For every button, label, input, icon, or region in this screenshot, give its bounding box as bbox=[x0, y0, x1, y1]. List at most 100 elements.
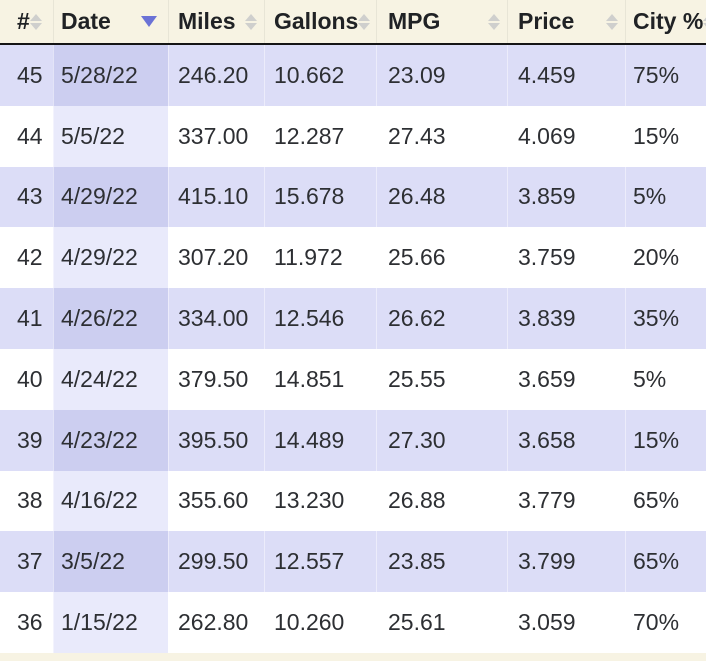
cell-city-percent: 5% bbox=[625, 349, 706, 410]
sort-up-down-icon bbox=[703, 13, 706, 30]
cell-city-percent: 65% bbox=[625, 531, 706, 592]
table-row[interactable]: 43 4/29/22 415.10 15.678 26.48 3.859 5% bbox=[0, 166, 706, 228]
cell-gallons: 15.678 bbox=[264, 167, 376, 228]
table-row[interactable]: 41 4/26/22 334.00 12.546 26.62 3.839 35% bbox=[0, 288, 706, 349]
cell-date: 4/24/22 bbox=[53, 348, 168, 410]
table-row[interactable]: 44 5/5/22 337.00 12.287 27.43 4.069 15% bbox=[0, 105, 706, 167]
cell-mpg: 25.61 bbox=[376, 592, 507, 653]
table-row[interactable]: 39 4/23/22 395.50 14.489 27.30 3.658 15% bbox=[0, 409, 706, 471]
cell-miles: 337.00 bbox=[168, 106, 264, 167]
cell-miles: 307.20 bbox=[168, 227, 264, 288]
cell-number: 45 bbox=[17, 61, 43, 88]
column-header-mpg[interactable]: MPG bbox=[376, 0, 507, 45]
cell-city-percent: 5% bbox=[625, 167, 706, 228]
cell-price: 3.059 bbox=[507, 592, 625, 653]
column-header-gallons[interactable]: Gallons bbox=[264, 0, 376, 45]
cell-city-percent: 75% bbox=[625, 44, 706, 106]
sort-up-down-icon bbox=[488, 13, 500, 30]
cell-city-percent: 35% bbox=[625, 288, 706, 349]
column-header-miles[interactable]: Miles bbox=[168, 0, 264, 45]
sort-up-down-icon bbox=[245, 13, 257, 30]
sort-desc-triangle-icon bbox=[141, 16, 157, 27]
column-label: Price bbox=[518, 8, 575, 34]
column-label: City % bbox=[633, 8, 704, 34]
column-header-number[interactable]: # bbox=[0, 0, 53, 45]
footer-strip bbox=[0, 652, 706, 661]
cell-price: 3.779 bbox=[507, 471, 625, 532]
cell-city-percent: 20% bbox=[625, 227, 706, 288]
cell-gallons: 12.546 bbox=[264, 288, 376, 349]
cell-mpg: 25.66 bbox=[376, 227, 507, 288]
cell-price: 3.839 bbox=[507, 288, 625, 349]
cell-miles: 246.20 bbox=[168, 44, 264, 106]
table-row[interactable]: 42 4/29/22 307.20 11.972 25.66 3.759 20% bbox=[0, 227, 706, 289]
column-label: MPG bbox=[388, 8, 441, 34]
cell-miles: 334.00 bbox=[168, 288, 264, 349]
cell-date: 5/5/22 bbox=[53, 105, 168, 167]
table-row[interactable]: 37 3/5/22 299.50 12.557 23.85 3.799 65% bbox=[0, 531, 706, 593]
cell-number: 38 bbox=[17, 487, 43, 514]
cell-mpg: 23.85 bbox=[376, 531, 507, 592]
cell-city-percent: 70% bbox=[625, 592, 706, 653]
cell-date: 4/29/22 bbox=[53, 166, 168, 228]
cell-city-percent: 15% bbox=[625, 410, 706, 471]
cell-number: 41 bbox=[17, 305, 43, 332]
cell-date: 4/26/22 bbox=[53, 288, 168, 349]
cell-price: 4.459 bbox=[507, 44, 625, 106]
column-label: Miles bbox=[178, 8, 236, 34]
cell-gallons: 10.260 bbox=[264, 592, 376, 653]
cell-number: 43 bbox=[17, 183, 43, 210]
cell-number: 36 bbox=[17, 609, 43, 636]
cell-miles: 299.50 bbox=[168, 531, 264, 592]
table-row[interactable]: 36 1/15/22 262.80 10.260 25.61 3.059 70% bbox=[0, 592, 706, 653]
cell-mpg: 26.88 bbox=[376, 471, 507, 532]
cell-number: 40 bbox=[17, 365, 43, 392]
cell-miles: 415.10 bbox=[168, 167, 264, 228]
table-row[interactable]: 38 4/16/22 355.60 13.230 26.88 3.779 65% bbox=[0, 470, 706, 532]
cell-price: 4.069 bbox=[507, 106, 625, 167]
table-header-row: # Date Miles bbox=[0, 0, 706, 45]
cell-gallons: 14.489 bbox=[264, 410, 376, 471]
table-row[interactable]: 40 4/24/22 379.50 14.851 25.55 3.659 5% bbox=[0, 348, 706, 410]
cell-gallons: 14.851 bbox=[264, 349, 376, 410]
cell-date: 4/29/22 bbox=[53, 227, 168, 289]
cell-gallons: 13.230 bbox=[264, 471, 376, 532]
column-header-price[interactable]: Price bbox=[507, 0, 625, 45]
cell-mpg: 26.48 bbox=[376, 167, 507, 228]
column-label: # bbox=[17, 8, 30, 34]
column-label: Date bbox=[61, 8, 111, 34]
cell-date: 1/15/22 bbox=[53, 592, 168, 653]
column-header-date[interactable]: Date bbox=[53, 0, 168, 45]
cell-mpg: 23.09 bbox=[376, 44, 507, 106]
sort-up-down-icon bbox=[29, 13, 42, 30]
table-row[interactable]: 45 5/28/22 246.20 10.662 23.09 4.459 75% bbox=[0, 44, 706, 106]
cell-gallons: 12.287 bbox=[264, 106, 376, 167]
cell-date: 4/16/22 bbox=[53, 470, 168, 532]
cell-number: 42 bbox=[17, 244, 43, 271]
cell-price: 3.799 bbox=[507, 531, 625, 592]
cell-mpg: 27.30 bbox=[376, 410, 507, 471]
cell-date: 4/23/22 bbox=[53, 409, 168, 471]
cell-miles: 262.80 bbox=[168, 592, 264, 653]
cell-price: 3.659 bbox=[507, 349, 625, 410]
cell-gallons: 10.662 bbox=[264, 44, 376, 106]
cell-miles: 355.60 bbox=[168, 471, 264, 532]
sort-up-down-icon bbox=[358, 13, 371, 30]
cell-price: 3.859 bbox=[507, 167, 625, 228]
cell-number: 39 bbox=[17, 426, 43, 453]
column-header-city-percent[interactable]: City % bbox=[625, 0, 706, 45]
cell-miles: 379.50 bbox=[168, 349, 264, 410]
cell-city-percent: 15% bbox=[625, 106, 706, 167]
column-label: Gallons bbox=[274, 8, 359, 34]
cell-mpg: 26.62 bbox=[376, 288, 507, 349]
cell-number: 37 bbox=[17, 548, 43, 575]
cell-miles: 395.50 bbox=[168, 410, 264, 471]
cell-mpg: 25.55 bbox=[376, 349, 507, 410]
cell-price: 3.759 bbox=[507, 227, 625, 288]
cell-date: 5/28/22 bbox=[53, 44, 168, 106]
cell-mpg: 27.43 bbox=[376, 106, 507, 167]
cell-number: 44 bbox=[17, 122, 43, 149]
cell-gallons: 11.972 bbox=[264, 227, 376, 288]
